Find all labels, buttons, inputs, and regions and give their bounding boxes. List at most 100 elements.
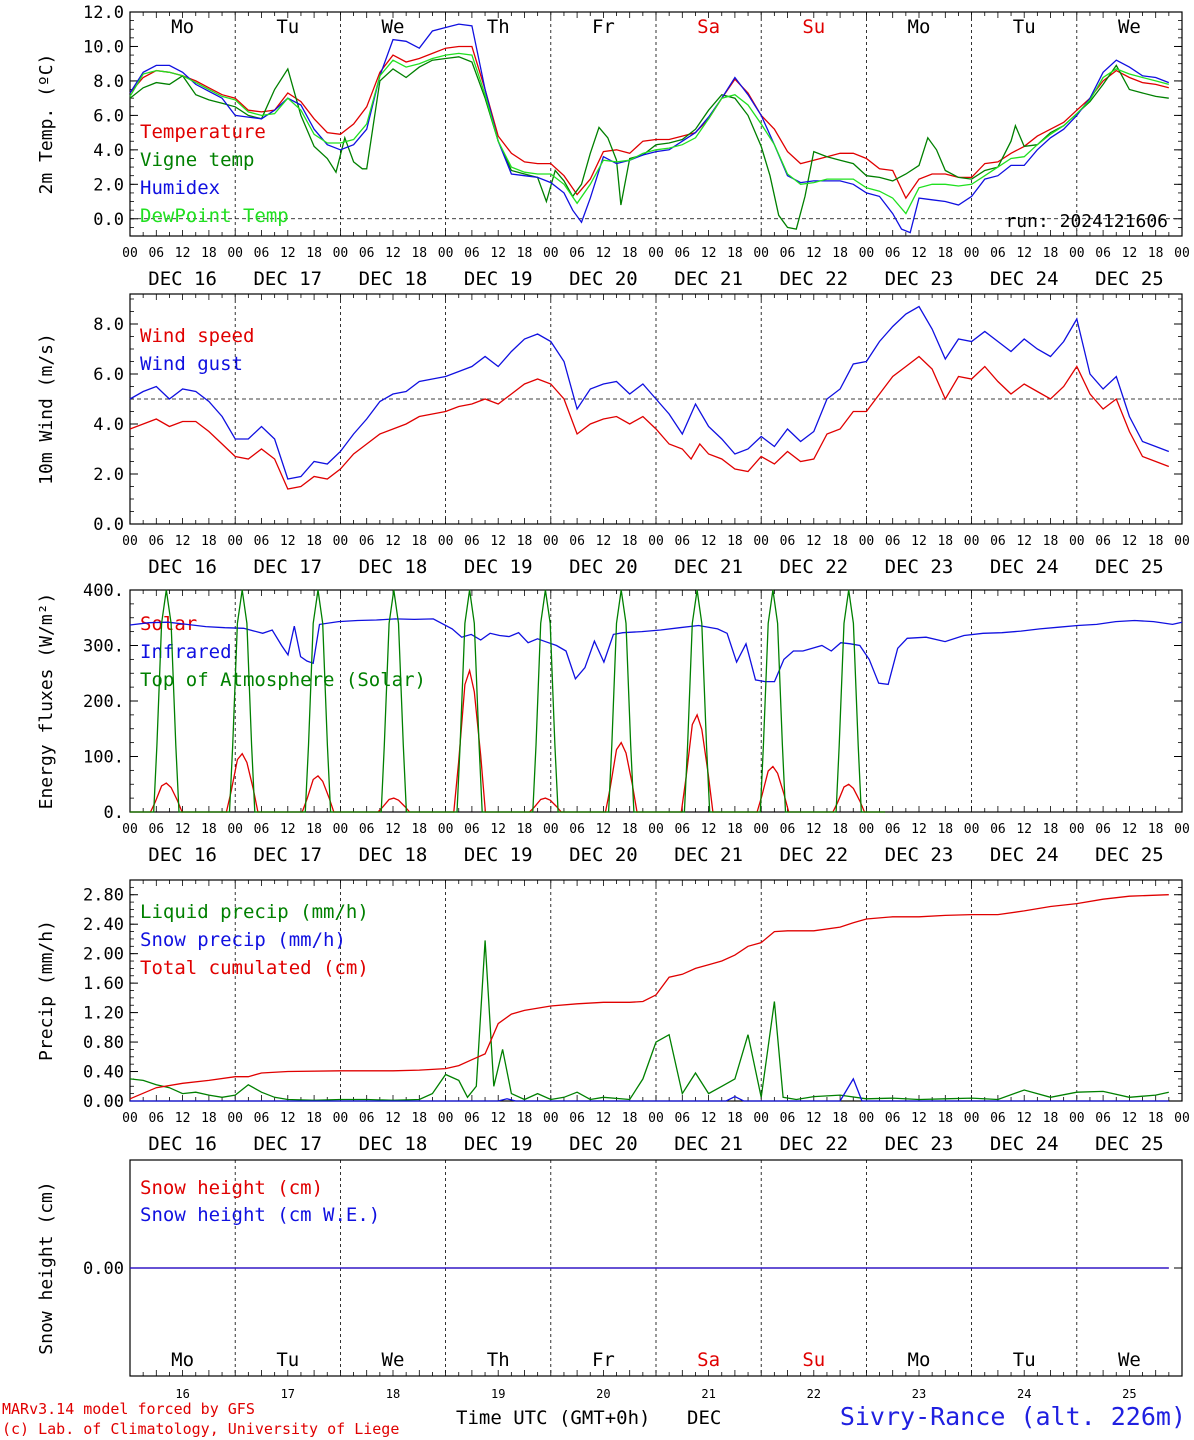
hour-label: 18 [411,246,427,261]
hour-label: 00 [1069,822,1085,837]
hour-label: 00 [1069,534,1085,549]
hour-label: 00 [648,246,664,261]
hour-label: 12 [911,1111,927,1126]
date-label: DEC 24 [990,1133,1059,1155]
hour-label: 06 [148,534,164,549]
hour-label: 18 [622,1111,638,1126]
legend-entry: Solar [140,613,197,635]
y-tick-label: 0.80 [83,1033,124,1053]
y-axis-label: 10m Wind (m/s) [36,333,57,485]
hour-label: 06 [464,822,480,837]
hour-label: 18 [1043,1111,1059,1126]
y-tick-label: 8.0 [93,72,124,92]
date-label: DEC 16 [148,556,217,578]
y-tick-label: 12.0 [83,3,124,23]
legend-entry: Temperature [140,121,266,143]
y-tick-label: 0.0 [93,515,124,535]
date-label: DEC 16 [148,1133,217,1155]
hour-label: 00 [227,534,243,549]
date-label: DEC 25 [1095,844,1164,866]
day-number: 19 [491,1387,505,1401]
hour-label: 00 [122,1111,138,1126]
y-tick-label: 2.80 [83,886,124,906]
hour-label: 18 [411,822,427,837]
hour-label: 00 [964,246,980,261]
y-tick-label: 0. [104,803,124,823]
date-label: DEC 25 [1095,556,1164,578]
y-tick-label: 6.0 [93,365,124,385]
date-label: DEC 24 [990,844,1059,866]
hour-label: 12 [385,246,401,261]
y-tick-label: 2.00 [83,945,124,965]
day-number: 17 [281,1387,295,1401]
series-line-1 [129,305,1170,480]
date-label: DEC 22 [779,556,848,578]
y-tick-label: 8.0 [93,315,124,335]
hour-label: 00 [333,246,349,261]
y-tick-label: 400. [83,581,124,601]
hour-label: 06 [780,1111,796,1126]
day-number: 24 [1017,1387,1031,1401]
day-number: 16 [175,1387,189,1401]
date-label: DEC 18 [359,556,428,578]
hour-label: 06 [569,534,585,549]
date-label: DEC 22 [779,1133,848,1155]
hour-label: 12 [596,246,612,261]
day-number: 23 [912,1387,926,1401]
hour-label: 06 [464,246,480,261]
hour-label: 18 [411,1111,427,1126]
series-line-0 [130,668,885,813]
y-tick-label: 100. [83,748,124,768]
hour-label: 18 [306,822,322,837]
hour-label: 00 [122,246,138,261]
hour-label: 18 [1148,246,1164,261]
hour-label: 18 [201,246,217,261]
date-label: DEC 18 [359,844,428,866]
panel-temp: 0.0 2.0 4.0 6.0 8.0 10.0 12.0 2m Temp. (ºC) Mo Tu… [36,3,1190,290]
day-name: We [382,16,405,38]
y-tick-label: 1.20 [83,1004,124,1024]
date-label: DEC 24 [990,268,1059,290]
date-label: DEC 19 [464,844,533,866]
hour-label: 12 [1122,822,1138,837]
hour-label: 12 [1016,246,1032,261]
panel-precip: 0.00 0.40 0.80 1.20 1.60 2.00 2.40 2.80 Precip (… [36,879,1190,1155]
hour-label: 00 [1069,1111,1085,1126]
credit-model: MARv3.14 model forced by GFS [2,1400,255,1418]
hour-label: 06 [990,534,1006,549]
y-tick-label: 0.00 [83,1259,124,1279]
legend-entry: Wind gust [140,353,243,375]
day-name: We [1118,1349,1141,1371]
hour-label: 18 [937,246,953,261]
legend-entry: Liquid precip (mm/h) [140,901,369,923]
hour-label: 06 [1095,246,1111,261]
hour-label: 12 [911,822,927,837]
hour-label: 18 [201,822,217,837]
y-tick-label: 4.0 [93,141,124,161]
legend-entry: Top of Atmosphere (Solar) [140,669,426,691]
day-name: Th [487,1349,510,1371]
legend-entry: Snow precip (mm/h) [140,929,346,951]
day-name: Mo [171,16,194,38]
hour-label: 06 [885,534,901,549]
hour-label: 18 [937,534,953,549]
hour-label: 12 [175,246,191,261]
time-axis-label: Time UTC (GMT+0h) [456,1407,650,1429]
date-label: DEC 23 [885,268,954,290]
hour-label: 18 [1148,822,1164,837]
date-label: DEC 22 [779,268,848,290]
hour-label: 00 [964,1111,980,1126]
hour-label: 18 [832,822,848,837]
day-name: Th [487,16,510,38]
hour-label: 12 [806,246,822,261]
day-name: Sa [697,16,720,38]
hour-label: 12 [911,246,927,261]
hour-label: 12 [490,534,506,549]
hour-label: 12 [1122,1111,1138,1126]
y-tick-label: 4.0 [93,415,124,435]
hour-label: 18 [1043,246,1059,261]
hour-label: 00 [648,822,664,837]
y-tick-label: 10.0 [83,37,124,57]
hour-label: 00 [859,822,875,837]
hour-label: 18 [306,1111,322,1126]
